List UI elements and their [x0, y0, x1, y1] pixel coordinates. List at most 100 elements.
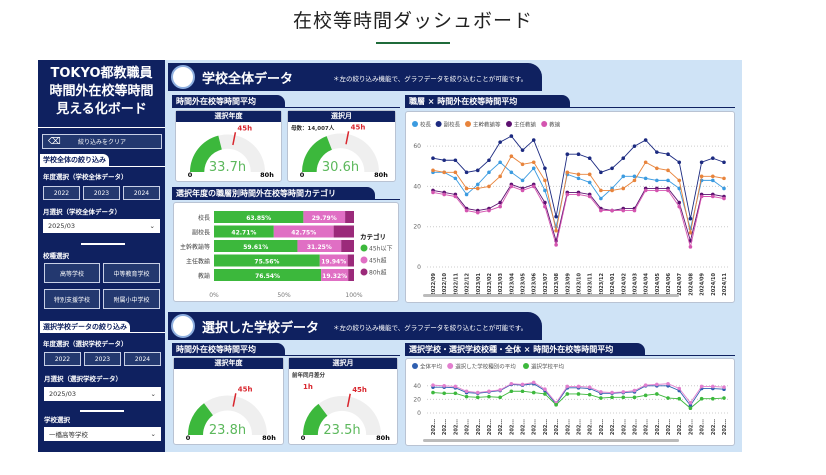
- legend-label: 全体平均: [420, 363, 443, 371]
- data-point: [587, 392, 592, 397]
- horizontal-scrollbar[interactable]: [423, 439, 680, 442]
- data-point: [520, 382, 525, 387]
- data-point: [520, 188, 525, 193]
- divider: [172, 107, 400, 108]
- chevron-down-icon: ⌄: [149, 222, 155, 230]
- year-button-2023[interactable]: 2023: [83, 186, 120, 200]
- data-point: [666, 396, 670, 400]
- data-point: [554, 214, 558, 219]
- bar-segment: [341, 240, 354, 252]
- section-title: 学校全体データ: [202, 72, 294, 87]
- x-tick-label: 202...: [644, 419, 650, 435]
- data-point: [464, 192, 469, 197]
- x-tick-label: 202...: [577, 419, 583, 435]
- month-select[interactable]: 2025/03 ⌄: [43, 219, 160, 233]
- data-point: [688, 230, 693, 235]
- school-type-button[interactable]: 附属小中学校: [103, 289, 160, 309]
- gauge-title: 選択年度: [176, 111, 281, 122]
- year-button-2022[interactable]: 2022: [44, 352, 81, 366]
- month-label: 月選択（学校全体データ）: [43, 208, 121, 216]
- data-point: [610, 166, 614, 171]
- data-point: [554, 228, 558, 233]
- school-type-button[interactable]: 高等学校: [44, 263, 100, 283]
- data-point: [442, 391, 446, 396]
- data-point: [711, 178, 715, 183]
- bar-category-label: 校長: [198, 214, 210, 222]
- data-point: [610, 208, 614, 213]
- clear-filter-button[interactable]: ⌫ 絞り込みをクリア: [42, 134, 162, 149]
- data-point: [610, 390, 614, 395]
- x-tick-label: 2023/07: [543, 272, 549, 295]
- data-point: [509, 170, 514, 175]
- divider: [80, 410, 124, 412]
- data-point: [565, 152, 570, 156]
- page-title: 在校等時間ダッシュボード: [292, 10, 533, 32]
- data-point: [565, 384, 570, 389]
- y-tick-label: 0: [417, 264, 421, 271]
- data-point: [610, 395, 614, 400]
- data-point: [677, 186, 682, 191]
- data-point: [599, 208, 603, 213]
- data-point: [666, 168, 670, 173]
- data-point: [442, 158, 446, 163]
- data-point: [475, 186, 480, 191]
- x-tick-label: 50%: [277, 292, 291, 299]
- school-select[interactable]: 一橋高等学校 ⌄: [44, 427, 161, 441]
- bar-category-label: 教諭: [198, 272, 210, 280]
- year-button-2022[interactable]: 2022: [43, 186, 80, 200]
- data-point: [543, 166, 547, 171]
- x-tick-label: 2023/08: [554, 272, 560, 295]
- data-point: [587, 385, 592, 389]
- x-tick-label: 202...: [677, 419, 683, 435]
- month-label: 月選択（選択学校データ）: [44, 375, 122, 383]
- x-tick-label: 2023/05: [521, 272, 527, 295]
- legend-label: 主任教諭: [514, 121, 537, 129]
- year-button-2024[interactable]: 2024: [123, 186, 160, 200]
- x-tick-label: 2024/04: [644, 272, 650, 295]
- x-tick-label: 202...: [700, 419, 706, 435]
- title-underline: [376, 42, 450, 44]
- month-select-value: 2025/03: [49, 390, 77, 398]
- legend-label: 教諭: [549, 121, 561, 129]
- year-button-2024[interactable]: 2024: [124, 352, 161, 366]
- legend-marker: [360, 244, 368, 252]
- data-point: [699, 160, 704, 165]
- school-type-button[interactable]: 中等教育学校: [103, 263, 160, 283]
- data-point: [576, 384, 581, 389]
- data-point: [531, 380, 536, 385]
- x-tick-label: 2024/10: [711, 272, 717, 295]
- gauge-min-label: 0: [300, 171, 305, 179]
- sidebar-title-line: TOKYO都教職員: [50, 66, 153, 81]
- eraser-icon: ⌫: [48, 136, 61, 147]
- data-point: [599, 390, 603, 394]
- data-point: [677, 178, 682, 183]
- horizontal-scrollbar[interactable]: [423, 294, 680, 297]
- data-point: [520, 148, 525, 152]
- month-select[interactable]: 2025/03 ⌄: [44, 387, 161, 401]
- sidebar-title-line: 見える化ボード: [56, 102, 147, 117]
- data-point: [487, 158, 491, 163]
- year-button-2023[interactable]: 2023: [84, 352, 121, 366]
- section-header-school-all: 学校全体データ ＊左の絞り込み機能で、グラフデータを絞り込むことが可能です。: [168, 63, 542, 91]
- data-point: [498, 140, 502, 144]
- data-point: [442, 384, 446, 388]
- legend-label: 45h超: [369, 257, 386, 265]
- school-type-button[interactable]: 特別支援学校: [44, 289, 100, 309]
- data-point: [475, 395, 480, 400]
- gauge-target-label: 45h: [237, 124, 252, 132]
- data-point: [599, 196, 603, 201]
- data-point: [565, 192, 570, 197]
- data-point: [722, 176, 726, 181]
- data-point: [711, 384, 715, 389]
- x-tick-label: 202...: [442, 419, 448, 435]
- data-point: [498, 160, 502, 165]
- gauge-max-label: 80h: [262, 434, 276, 442]
- bar-data-label: 42.75%: [291, 230, 316, 237]
- bar-data-label: 63.85%: [246, 215, 271, 222]
- legend-label: 副校長: [444, 121, 461, 129]
- legend-label: 選択した学校種別の平均: [455, 363, 516, 371]
- x-tick-label: 202...: [632, 419, 638, 435]
- x-tick-label: 202...: [431, 419, 437, 435]
- data-point: [655, 150, 659, 154]
- school-select-value: 一橋高等学校: [49, 431, 88, 439]
